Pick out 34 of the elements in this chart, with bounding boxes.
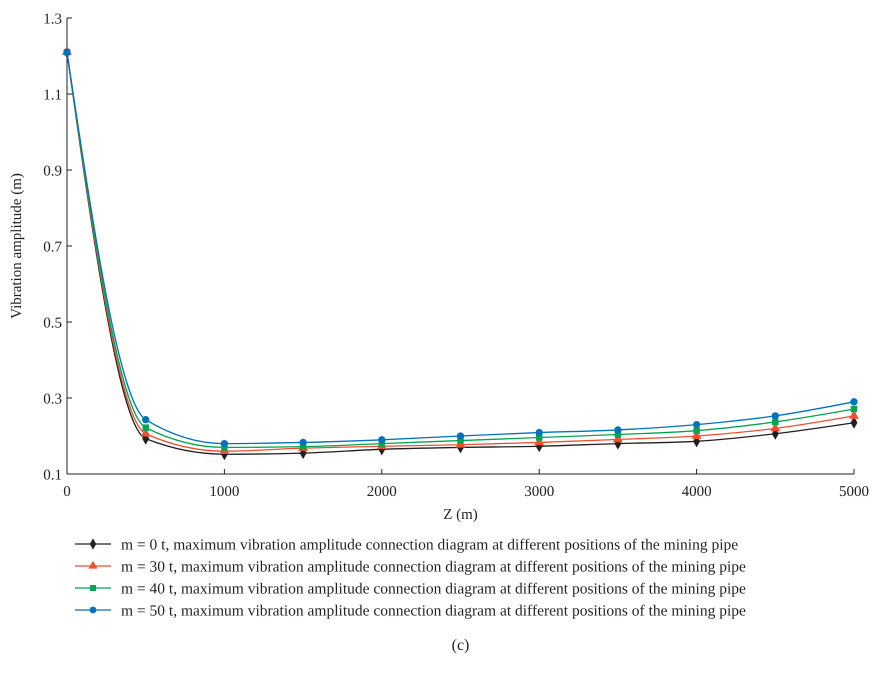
y-tick-label: 1.3 <box>43 11 62 28</box>
point <box>692 420 700 428</box>
legend-label: m = 30 t, maximum vibration amplitude connection diagram at different positions of the mining pipe <box>121 558 746 576</box>
point <box>772 412 779 420</box>
x-tick-label: 3000 <box>524 484 554 500</box>
x-tick-label: 5000 <box>839 484 869 500</box>
y-tick-label: 0.7 <box>43 239 62 256</box>
point <box>142 424 149 431</box>
point <box>220 440 228 448</box>
y-tick-label: 1.1 <box>43 87 62 104</box>
point <box>850 398 858 406</box>
point <box>536 428 543 436</box>
point <box>850 406 858 412</box>
point <box>772 418 779 426</box>
legend-label: m = 50 t, maximum vibration amplitude connection diagram at different positions of the mining pipe <box>121 602 746 620</box>
y-tick-label: 0.5 <box>43 315 62 332</box>
point <box>614 426 622 434</box>
legend-label: m = 0 t, maximum vibration amplitude connection diagram at different positions of the mining pipe <box>121 536 738 554</box>
y-tick-label: 0.1 <box>43 467 62 484</box>
y-axis-title: Vibration amplitude (m) <box>9 173 25 319</box>
point <box>456 432 464 440</box>
y-tick-label: 0.9 <box>43 163 62 180</box>
y-tick-label: 0.3 <box>43 391 62 408</box>
legend-label: m = 40 t, maximum vibration amplitude connection diagram at different positions of the mining pipe <box>121 580 746 598</box>
x-tick-label: 0 <box>63 484 71 500</box>
point <box>299 438 307 446</box>
point <box>693 427 700 434</box>
x-tick-label: 4000 <box>682 484 712 500</box>
point <box>378 436 386 444</box>
x-tick-label: 2000 <box>366 484 397 500</box>
text: (c) <box>452 637 470 654</box>
x-tick-label: 1000 <box>209 484 240 500</box>
x-axis-title: Z (m) <box>443 507 478 523</box>
point <box>142 416 150 424</box>
